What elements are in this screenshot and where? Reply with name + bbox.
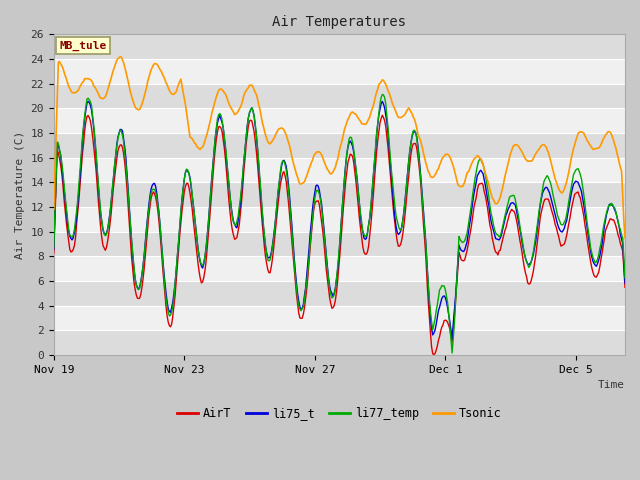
Bar	[54, 306, 625, 330]
Bar	[54, 108, 625, 133]
Bar	[54, 133, 625, 157]
Text: MB_tule: MB_tule	[60, 41, 107, 51]
Y-axis label: Air Temperature (C): Air Temperature (C)	[15, 131, 25, 259]
Bar	[54, 35, 625, 59]
Bar	[54, 256, 625, 281]
Bar	[54, 207, 625, 232]
Bar	[54, 330, 625, 355]
Title: Air Temperatures: Air Temperatures	[273, 15, 406, 29]
Bar	[54, 59, 625, 84]
Bar	[54, 281, 625, 306]
Legend: AirT, li75_t, li77_temp, Tsonic: AirT, li75_t, li77_temp, Tsonic	[172, 403, 506, 425]
Bar	[54, 182, 625, 207]
X-axis label: Time: Time	[598, 380, 625, 390]
Bar	[54, 84, 625, 108]
Bar	[54, 157, 625, 182]
Bar	[54, 232, 625, 256]
